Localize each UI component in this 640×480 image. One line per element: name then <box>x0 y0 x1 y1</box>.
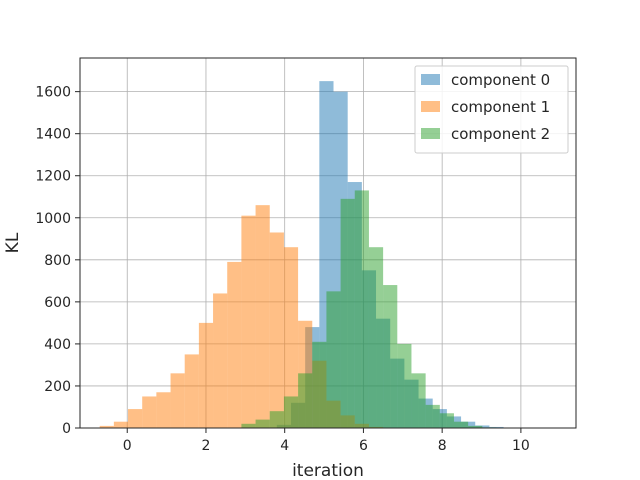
histogram-bar <box>425 404 440 428</box>
ticks: 0 2 4 6 8 10 0 200 400 600 800 1000 1200 1400 1600 <box>35 85 529 454</box>
histogram-bar <box>439 413 454 428</box>
x-tick-label: 8 <box>438 438 447 454</box>
histogram-bar <box>283 247 299 428</box>
y-tick-label: 1000 <box>35 211 71 227</box>
x-axis-label: iteration <box>292 461 364 480</box>
y-tick-label: 800 <box>44 253 71 269</box>
x-tick-label: 0 <box>123 438 132 454</box>
y-tick-label: 0 <box>62 421 71 437</box>
histogram-bar <box>269 411 284 428</box>
legend-label: component 1 <box>451 98 550 116</box>
histogram-bar <box>255 419 270 428</box>
histogram-bar <box>468 425 483 428</box>
histogram-bar <box>397 343 412 428</box>
histogram-bar <box>184 354 199 428</box>
legend-swatch <box>421 128 440 139</box>
histogram-bar <box>113 421 129 428</box>
legend: component 0 component 1 component 2 <box>414 65 569 154</box>
histogram-bar <box>142 396 157 428</box>
legend-box <box>414 65 569 154</box>
histogram-bar <box>283 396 299 428</box>
histogram-bar <box>453 421 469 428</box>
x-tick-label: 6 <box>359 438 368 454</box>
histogram-bar <box>340 198 355 428</box>
histogram-bar <box>298 373 313 428</box>
histogram-bar <box>411 373 426 428</box>
histogram-bar <box>128 409 143 428</box>
y-tick-label: 600 <box>44 295 71 311</box>
x-tick-label: 2 <box>202 438 211 454</box>
y-tick-label: 200 <box>44 379 71 395</box>
legend-label: component 2 <box>451 125 550 143</box>
y-tick-label: 1200 <box>35 169 71 185</box>
histogram-bar <box>241 423 256 428</box>
histogram-bar <box>170 373 185 428</box>
x-tick-label: 10 <box>512 438 530 454</box>
histogram-bar <box>241 215 256 428</box>
histogram-bar <box>255 205 270 428</box>
histogram-bar <box>326 291 341 428</box>
legend-swatch <box>421 101 440 112</box>
histogram-bar <box>269 232 284 428</box>
y-tick-label: 1400 <box>35 127 71 143</box>
plot-frame <box>79 57 577 429</box>
series-1-bars <box>99 205 384 428</box>
histogram-bar <box>99 425 114 428</box>
bars <box>99 81 532 429</box>
series-2-bars <box>241 190 497 428</box>
histogram-bar <box>312 341 327 428</box>
legend-label: component 0 <box>451 71 550 89</box>
histogram-bar <box>156 392 171 428</box>
x-tick-label: 4 <box>280 438 289 454</box>
histogram-bar <box>489 426 504 428</box>
histogram-bar <box>383 285 398 428</box>
y-tick-label: 1600 <box>35 85 71 101</box>
histogram-bar <box>213 293 228 428</box>
histogram-bar <box>198 322 214 428</box>
histogram-bar <box>368 247 384 428</box>
y-tick-label: 400 <box>44 337 71 353</box>
legend-swatch <box>421 74 440 85</box>
y-axis-label: KL <box>3 232 23 253</box>
histogram-bar <box>354 190 369 428</box>
histogram-bar <box>227 261 242 428</box>
